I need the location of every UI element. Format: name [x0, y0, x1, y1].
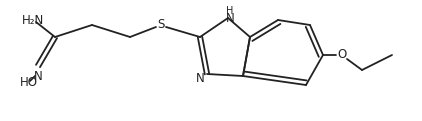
Text: HO: HO [20, 76, 38, 90]
Text: N: N [34, 70, 42, 83]
Text: H: H [226, 6, 234, 16]
Text: S: S [157, 19, 165, 31]
Text: O: O [337, 49, 346, 61]
Text: H₂N: H₂N [22, 14, 44, 26]
Text: N: N [196, 72, 204, 86]
Text: N: N [226, 12, 234, 26]
